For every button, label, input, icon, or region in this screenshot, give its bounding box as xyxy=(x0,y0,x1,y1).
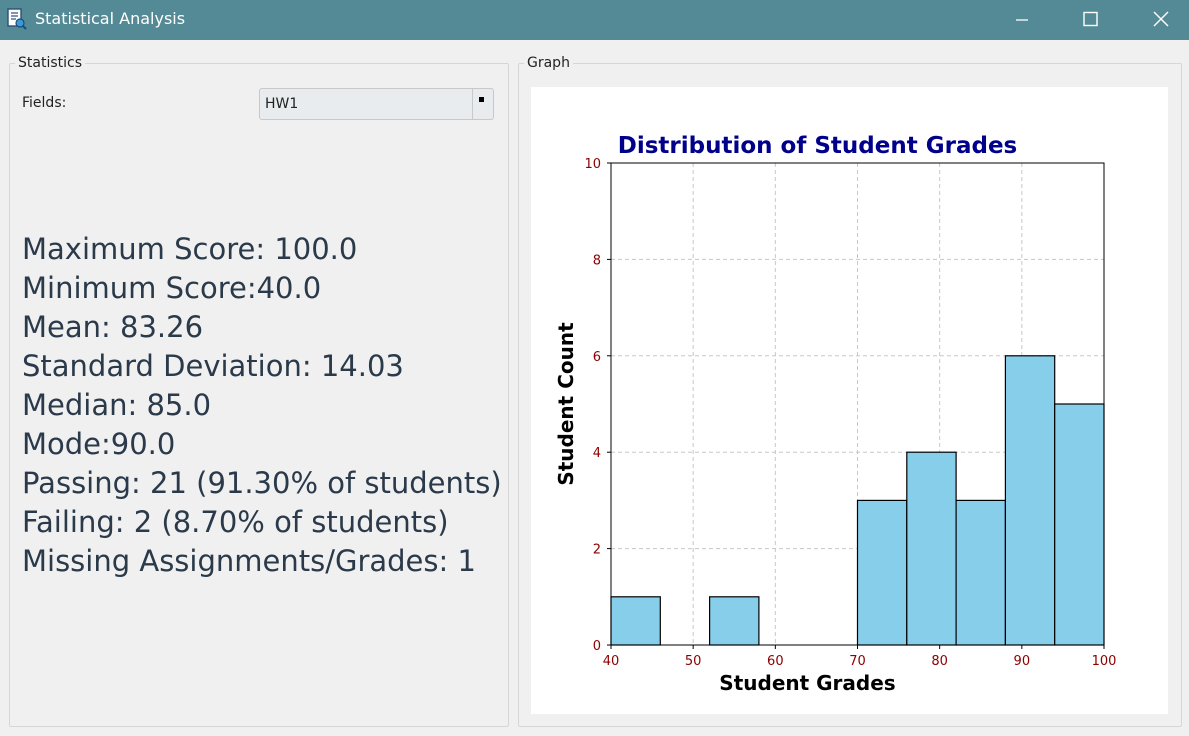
y-tick-label: 2 xyxy=(593,543,601,558)
stat-failing: Failing: 2 (8.70% of students) xyxy=(22,505,449,539)
minimize-button[interactable] xyxy=(998,0,1044,40)
x-tick-label: 60 xyxy=(767,654,784,669)
stat-minimum-score: Minimum Score:40.0 xyxy=(22,271,322,305)
close-button[interactable] xyxy=(1137,0,1183,40)
histogram-bar xyxy=(610,596,661,646)
x-tick-label: 80 xyxy=(931,654,948,669)
stat-mean: Mean: 83.26 xyxy=(22,310,204,344)
minimize-icon xyxy=(1016,19,1028,21)
x-tick-label: 50 xyxy=(685,654,702,669)
title-bar: Statistical Analysis xyxy=(0,0,1189,40)
histogram-bar xyxy=(955,499,1007,646)
fields-label: Fields: xyxy=(22,95,67,111)
y-tick-label: 6 xyxy=(593,350,601,365)
histogram-chart: 40 50 60 70 80 90 100 0 2 4 6 8 10 Distribution of S… xyxy=(554,133,1117,695)
y-tick-label: 8 xyxy=(593,253,601,268)
x-axis-label: Student Grades xyxy=(719,671,895,695)
stat-passing: Passing: 21 (91.30% of students) xyxy=(22,466,502,500)
close-icon xyxy=(1153,11,1169,27)
fields-selected-value: HW1 xyxy=(265,96,299,112)
stat-standard-deviation: Standard Deviation: 14.03 xyxy=(22,349,404,383)
graph-groupbox xyxy=(518,63,1182,727)
histogram-bar xyxy=(1054,403,1105,646)
maximize-button[interactable] xyxy=(1067,0,1113,40)
graph-group-title: Graph xyxy=(524,55,573,71)
x-tick-label: 90 xyxy=(1014,654,1031,669)
y-tick-label: 10 xyxy=(584,157,601,172)
maximize-icon xyxy=(1083,11,1098,27)
stat-mode: Mode:90.0 xyxy=(22,427,176,461)
window-title: Statistical Analysis xyxy=(35,9,186,28)
stat-missing: Missing Assignments/Grades: 1 xyxy=(22,544,476,578)
histogram-bar xyxy=(906,451,957,646)
x-tick-label: 40 xyxy=(603,654,620,669)
histogram-bar xyxy=(856,499,908,646)
plot-canvas: 40 50 60 70 80 90 100 0 2 4 6 8 10 Distribution of S… xyxy=(531,87,1168,714)
stat-maximum-score: Maximum Score: 100.0 xyxy=(22,232,358,266)
x-tick-label: 70 xyxy=(849,654,866,669)
histogram-bar xyxy=(1004,355,1056,646)
histogram-bar xyxy=(709,596,760,646)
stat-median: Median: 85.0 xyxy=(22,388,212,422)
app-document-icon xyxy=(7,8,27,30)
chart-title: Distribution of Student Grades xyxy=(618,133,1017,159)
x-tick-label: 100 xyxy=(1092,654,1117,669)
statistics-summary: Maximum Score: 100.0 Minimum Score:40.0 … xyxy=(22,230,502,581)
statistics-groupbox xyxy=(9,63,509,727)
fields-dropdown[interactable]: HW1 xyxy=(259,88,494,120)
dropdown-arrow-button[interactable] xyxy=(472,89,493,119)
statistics-group-title: Statistics xyxy=(15,55,85,71)
y-axis-label: Student Count xyxy=(554,322,578,486)
dropdown-indicator-icon xyxy=(479,97,484,102)
y-tick-label: 4 xyxy=(593,446,601,461)
y-tick-label: 0 xyxy=(593,639,601,654)
